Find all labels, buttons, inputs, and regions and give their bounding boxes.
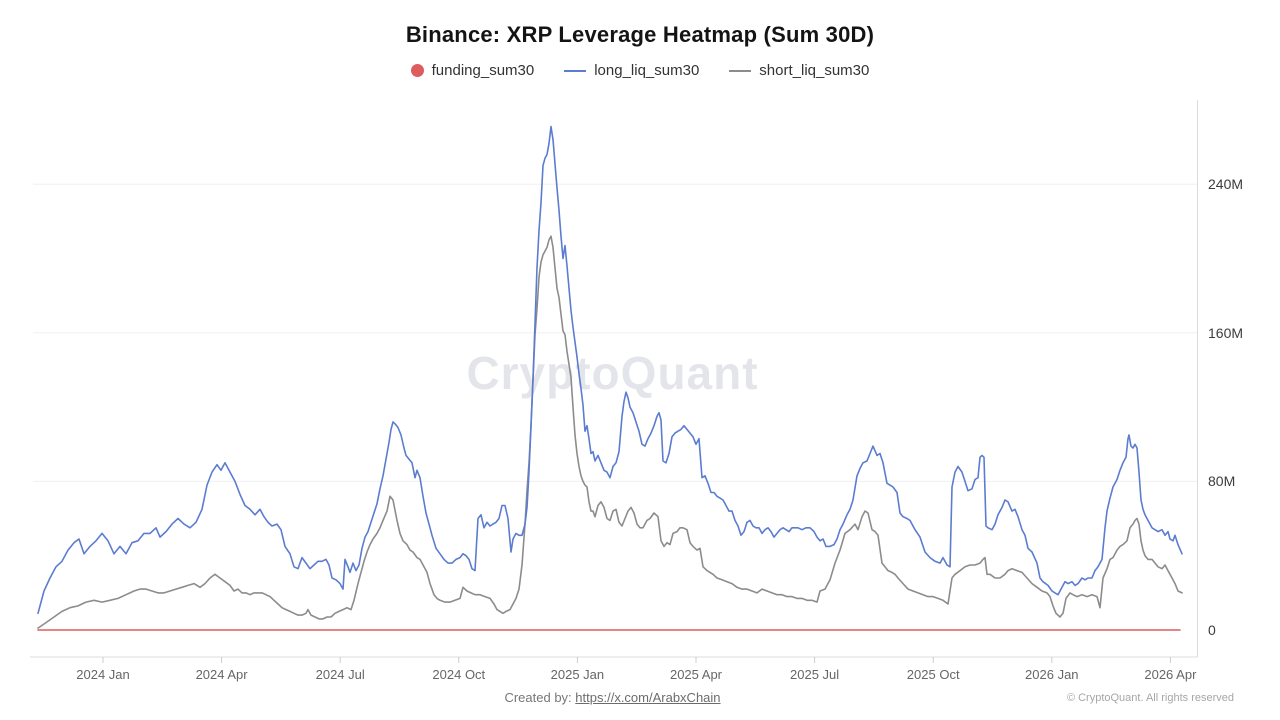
legend-label-long-liq: long_liq_sum30 <box>594 62 700 79</box>
long-liq-line-icon <box>564 69 587 72</box>
y-axis-label-160M: 160M <box>1208 324 1244 341</box>
legend-item-long-liq[interactable]: long_liq_sum30 <box>564 62 699 79</box>
x-axis-label-7: 2025 Oct <box>906 667 960 682</box>
x-axis-label-0: 2024 Jan <box>76 667 130 682</box>
created-by-note: Created by: https://x.com/ArabxChain <box>0 690 1225 705</box>
x-axis-label-3: 2024 Oct <box>432 667 486 682</box>
funding-dot-icon <box>410 64 424 77</box>
legend-item-short-liq[interactable]: short_liq_sum30 <box>729 62 869 79</box>
legend-item-funding[interactable]: funding_sum30 <box>410 62 535 79</box>
copyright-note: © CryptoQuant. All rights reserved <box>1066 692 1234 704</box>
legend-label-funding: funding_sum30 <box>431 62 535 79</box>
short_liq_sum30-line <box>37 235 1183 629</box>
x-axis-label-9: 2026 Apr <box>1144 667 1197 682</box>
x-axis-label-8: 2026 Jan <box>1025 667 1079 682</box>
y-axis-label-0: 0 <box>1208 622 1216 638</box>
created-by-prefix: Created by: <box>504 690 576 705</box>
short-liq-line-icon <box>729 69 752 72</box>
y-axis-label-240M: 240M <box>1208 176 1244 193</box>
y-axis-label-80M: 80M <box>1208 473 1236 490</box>
x-axis-label-4: 2025 Jan <box>550 667 605 682</box>
legend: funding_sum30 long_liq_sum30 short_liq_s… <box>0 62 1280 79</box>
chart-title: Binance: XRP Leverage Heatmap (Sum 30D) <box>405 22 875 47</box>
x-axis-label-6: 2025 Jul <box>790 667 840 682</box>
x-axis-label-2: 2024 Jul <box>315 667 365 682</box>
legend-label-short-liq: short_liq_sum30 <box>759 62 870 79</box>
x-axis-label-5: 2025 Apr <box>669 667 723 682</box>
creator-link[interactable]: https://x.com/ArabxChain <box>575 690 721 705</box>
long_liq_sum30-line <box>37 125 1183 615</box>
x-axis-label-1: 2024 Apr <box>195 667 248 682</box>
